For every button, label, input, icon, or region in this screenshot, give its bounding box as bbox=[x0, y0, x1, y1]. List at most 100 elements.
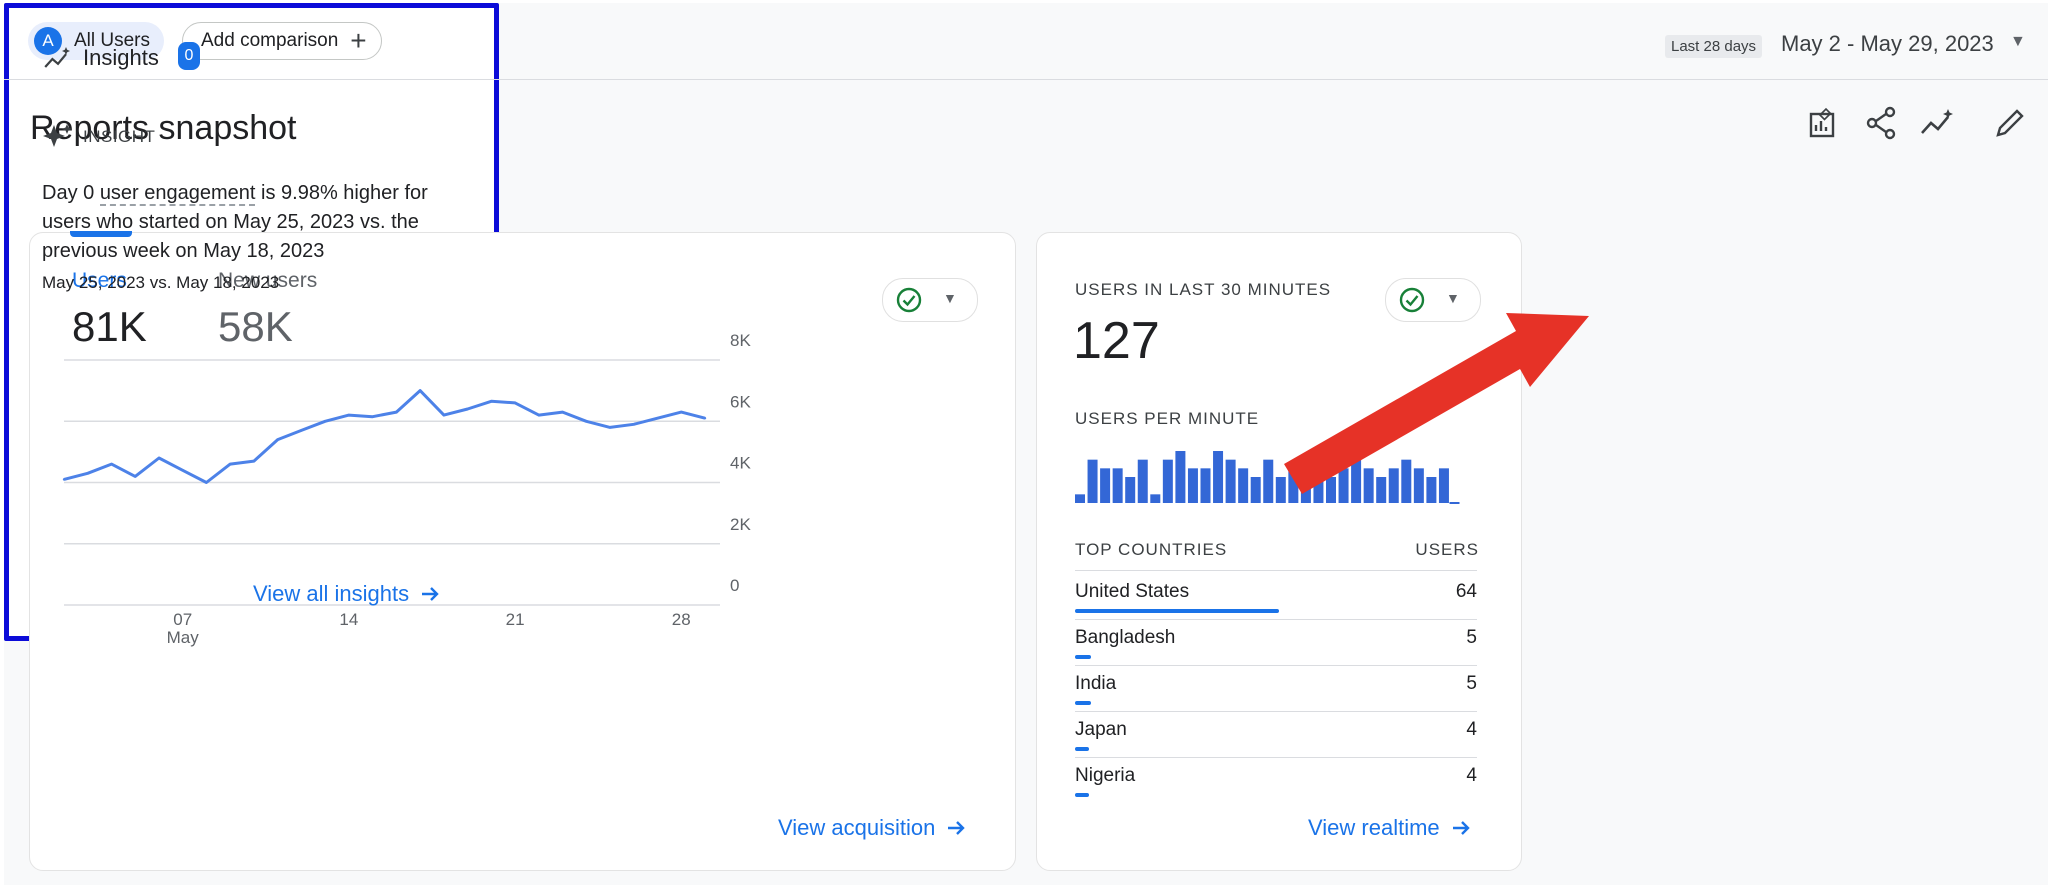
country-users-value: 5 bbox=[1466, 673, 1477, 694]
data-point bbox=[632, 423, 635, 426]
data-quality-button[interactable]: ▼ bbox=[1385, 278, 1481, 322]
country-row[interactable]: United States 64 bbox=[1075, 573, 1477, 620]
data-quality-button[interactable]: ▼ bbox=[882, 278, 978, 322]
x-tick-label: 21 bbox=[506, 610, 525, 629]
minute-bar bbox=[1263, 459, 1274, 503]
minute-bar bbox=[1338, 468, 1349, 503]
data-point bbox=[62, 478, 66, 481]
minute-bar bbox=[1313, 468, 1324, 503]
date-range-tag: Last 28 days bbox=[1665, 35, 1763, 58]
minute-bar bbox=[1401, 459, 1412, 503]
data-point bbox=[347, 413, 351, 417]
segment-chip-all-users[interactable]: A All Users bbox=[28, 22, 165, 60]
data-point bbox=[157, 456, 161, 460]
users-value: 81K bbox=[72, 303, 147, 350]
minute-bar bbox=[1150, 494, 1161, 503]
insight-text[interactable]: Day 0 user engagement is 9.98% higher fo… bbox=[42, 179, 462, 266]
minute-bar bbox=[1175, 451, 1186, 503]
data-point bbox=[561, 410, 564, 414]
minute-bar bbox=[1075, 494, 1085, 503]
insight-text-pre: Day 0 bbox=[42, 182, 100, 204]
minute-bar bbox=[1326, 477, 1336, 503]
x-tick-label: 07 bbox=[173, 610, 192, 629]
country-users-value: 4 bbox=[1466, 719, 1477, 740]
country-row[interactable]: Japan 4 bbox=[1075, 711, 1477, 758]
country-share-bar bbox=[1075, 747, 1089, 751]
data-point bbox=[656, 416, 659, 420]
users-per-minute-label: USERS PER MINUTE bbox=[1075, 409, 1260, 428]
insight-date-range: May 25, 2023 vs. May 18, 2023 bbox=[42, 273, 280, 292]
minute-bar bbox=[1200, 468, 1211, 503]
view-realtime-link[interactable]: View realtime bbox=[1308, 815, 1472, 841]
data-point bbox=[537, 413, 541, 417]
minute-bar bbox=[1413, 468, 1424, 503]
minute-bar bbox=[1213, 451, 1224, 503]
data-point bbox=[680, 410, 683, 414]
realtime-title: USERS IN LAST 30 MINUTES bbox=[1075, 280, 1332, 299]
insight-metric-term[interactable]: user engagement bbox=[99, 182, 256, 206]
insights-title: Insights bbox=[83, 45, 159, 70]
divider bbox=[1075, 570, 1477, 571]
filter-bar: A All Users Add comparison + Last 28 day… bbox=[4, 3, 2048, 80]
caret-down-icon[interactable]: ▼ bbox=[2010, 33, 2026, 50]
overview-card: Users 81K New users 58K ▼ 8K 6K 4K 2K 0 07 May… bbox=[29, 231, 1016, 871]
users-tab-label[interactable]: Users bbox=[72, 269, 127, 292]
realtime-users-value: 127 bbox=[1073, 312, 1160, 370]
country-share-bar bbox=[1075, 609, 1279, 613]
view-all-insights-link[interactable]: View all insights bbox=[253, 581, 441, 607]
country-row[interactable]: India 5 bbox=[1075, 665, 1477, 712]
date-range-value[interactable]: May 2 - May 29, 2023 bbox=[1781, 31, 1994, 56]
data-point bbox=[228, 462, 232, 466]
data-point bbox=[276, 438, 279, 441]
minute-bar bbox=[1388, 468, 1399, 503]
y-tick-label: 4K bbox=[730, 454, 751, 473]
arrow-right-icon bbox=[1452, 821, 1470, 835]
edit-icon[interactable] bbox=[1990, 103, 2030, 143]
share-icon[interactable] bbox=[1862, 103, 1902, 143]
view-acquisition-label: View acquisition bbox=[778, 815, 936, 840]
y-tick-label: 6K bbox=[730, 392, 751, 411]
reports-snapshot-page: A All Users Add comparison + Last 28 day… bbox=[4, 3, 2048, 885]
check-circle-icon bbox=[896, 287, 922, 313]
country-users-value: 64 bbox=[1455, 581, 1477, 602]
minute-bar bbox=[1225, 459, 1236, 503]
view-acquisition-link[interactable]: View acquisition bbox=[778, 815, 967, 841]
annotation-arrow bbox=[1284, 313, 1589, 494]
minute-bar bbox=[1363, 468, 1374, 503]
add-comparison-button[interactable]: Add comparison + bbox=[182, 22, 382, 60]
minute-bar bbox=[1087, 459, 1098, 503]
data-point bbox=[300, 429, 303, 432]
minute-bar bbox=[1100, 468, 1111, 503]
top-countries-header: TOP COUNTRIES bbox=[1075, 540, 1228, 559]
realtime-card: USERS IN LAST 30 MINUTES 127 ▼ USERS PER… bbox=[1036, 232, 1522, 871]
country-users-value: 4 bbox=[1466, 765, 1477, 786]
data-point bbox=[134, 475, 137, 478]
data-point bbox=[371, 415, 374, 418]
country-name: Nigeria bbox=[1075, 765, 1136, 786]
minute-bar bbox=[1275, 477, 1286, 503]
minute-bar bbox=[1125, 477, 1136, 503]
insights-icon[interactable] bbox=[1918, 103, 1958, 143]
add-comparison-label: Add comparison bbox=[201, 30, 339, 51]
x-tick-label: 14 bbox=[339, 610, 358, 629]
country-row[interactable]: Bangladesh 5 bbox=[1075, 619, 1477, 666]
minute-bar bbox=[1351, 459, 1362, 503]
insight-text-post: is 9.98% higher for users who started on… bbox=[42, 182, 428, 262]
x-tick-sublabel: May bbox=[167, 628, 200, 647]
data-point bbox=[490, 400, 493, 403]
customize-report-icon[interactable] bbox=[1804, 103, 1844, 143]
minute-bar bbox=[1438, 468, 1449, 503]
arrow-right-icon bbox=[948, 821, 966, 835]
data-point bbox=[181, 469, 184, 472]
view-realtime-label: View realtime bbox=[1308, 815, 1440, 840]
minute-bar bbox=[1112, 468, 1123, 503]
country-row[interactable]: Nigeria 4 bbox=[1075, 757, 1477, 803]
data-point bbox=[418, 389, 422, 392]
caret-down-icon: ▼ bbox=[1446, 290, 1460, 306]
data-point bbox=[442, 413, 446, 417]
y-tick-label: 8K bbox=[730, 331, 751, 350]
active-tab-indicator bbox=[70, 231, 132, 237]
new-users-tab-label[interactable]: New users bbox=[218, 269, 318, 292]
country-share-bar bbox=[1075, 793, 1089, 797]
